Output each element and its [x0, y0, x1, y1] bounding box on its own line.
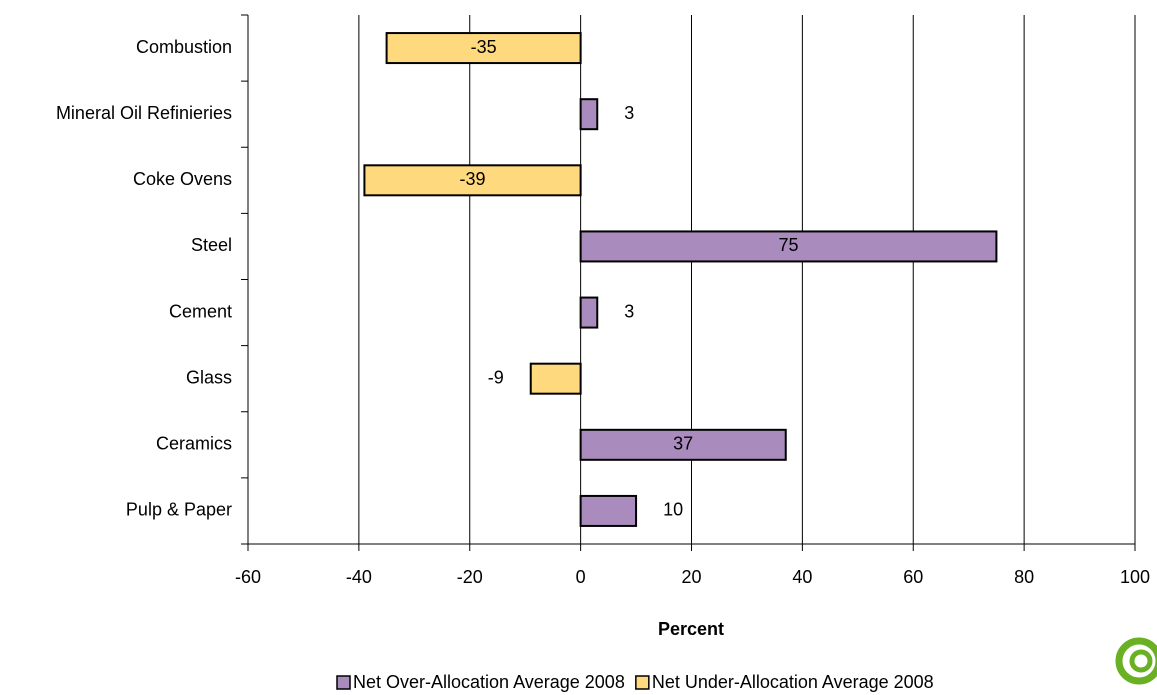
value-label: -39 — [460, 169, 486, 189]
bar — [579, 296, 599, 329]
legend-swatch — [635, 675, 650, 690]
value-label: -35 — [471, 37, 497, 57]
x-tick-label: 80 — [1014, 567, 1034, 587]
bar — [579, 98, 599, 131]
bar — [579, 494, 638, 527]
x-tick-label: -40 — [346, 567, 372, 587]
y-tick-label: Steel — [191, 235, 232, 255]
y-tick-label: Coke Ovens — [133, 169, 232, 189]
value-label: -9 — [488, 367, 504, 387]
x-axis-title: Percent — [658, 619, 724, 639]
value-label: 37 — [673, 434, 693, 454]
legend-label: Net Under-Allocation Average 2008 — [652, 672, 934, 692]
legend-label: Net Over-Allocation Average 2008 — [353, 672, 625, 692]
bar — [385, 32, 582, 65]
value-label: 3 — [624, 301, 634, 321]
x-tick-label: 60 — [903, 567, 923, 587]
value-label: 3 — [624, 103, 634, 123]
x-tick-label: -20 — [457, 567, 483, 587]
y-tick-label: Mineral Oil Refinieries — [56, 103, 232, 123]
bar — [529, 362, 582, 395]
logo — [1115, 637, 1157, 685]
bar — [579, 428, 787, 461]
legend-swatch — [336, 675, 351, 690]
y-tick-label: Pulp & Paper — [126, 500, 232, 520]
bar — [579, 230, 998, 263]
y-tick-label: Glass — [186, 367, 232, 387]
value-label: 75 — [779, 235, 799, 255]
x-tick-label: -60 — [235, 567, 261, 587]
bar — [363, 164, 582, 197]
y-tick-label: Cement — [169, 301, 232, 321]
value-label: 10 — [663, 500, 683, 520]
x-tick-label: 40 — [792, 567, 812, 587]
x-tick-label: 20 — [681, 567, 701, 587]
y-tick-label: Ceramics — [156, 434, 232, 454]
y-tick-label: Combustion — [136, 37, 232, 57]
x-tick-label: 0 — [576, 567, 586, 587]
x-tick-label: 100 — [1120, 567, 1150, 587]
